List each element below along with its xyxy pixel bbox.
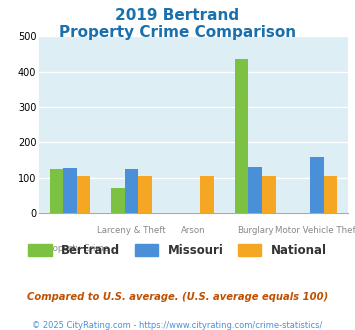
Text: © 2025 CityRating.com - https://www.cityrating.com/crime-statistics/: © 2025 CityRating.com - https://www.city…: [32, 321, 323, 330]
Bar: [324, 177, 337, 213]
Bar: [200, 177, 214, 213]
Bar: [138, 177, 152, 213]
Text: All Property Crime: All Property Crime: [31, 244, 109, 253]
Bar: [50, 169, 63, 213]
Text: Larceny & Theft: Larceny & Theft: [97, 226, 166, 235]
Bar: [111, 188, 125, 213]
Bar: [310, 157, 324, 213]
Text: Compared to U.S. average. (U.S. average equals 100): Compared to U.S. average. (U.S. average …: [27, 292, 328, 302]
Bar: [235, 59, 248, 213]
Text: Burglary: Burglary: [237, 226, 274, 235]
Text: Property Crime Comparison: Property Crime Comparison: [59, 25, 296, 40]
Bar: [262, 177, 275, 213]
Bar: [63, 168, 77, 213]
Bar: [248, 167, 262, 213]
Text: Arson: Arson: [181, 226, 206, 235]
Bar: [125, 169, 138, 213]
Text: Motor Vehicle Theft: Motor Vehicle Theft: [275, 226, 355, 235]
Bar: [77, 177, 90, 213]
Legend: Bertrand, Missouri, National: Bertrand, Missouri, National: [23, 239, 332, 261]
Text: 2019 Bertrand: 2019 Bertrand: [115, 8, 240, 23]
